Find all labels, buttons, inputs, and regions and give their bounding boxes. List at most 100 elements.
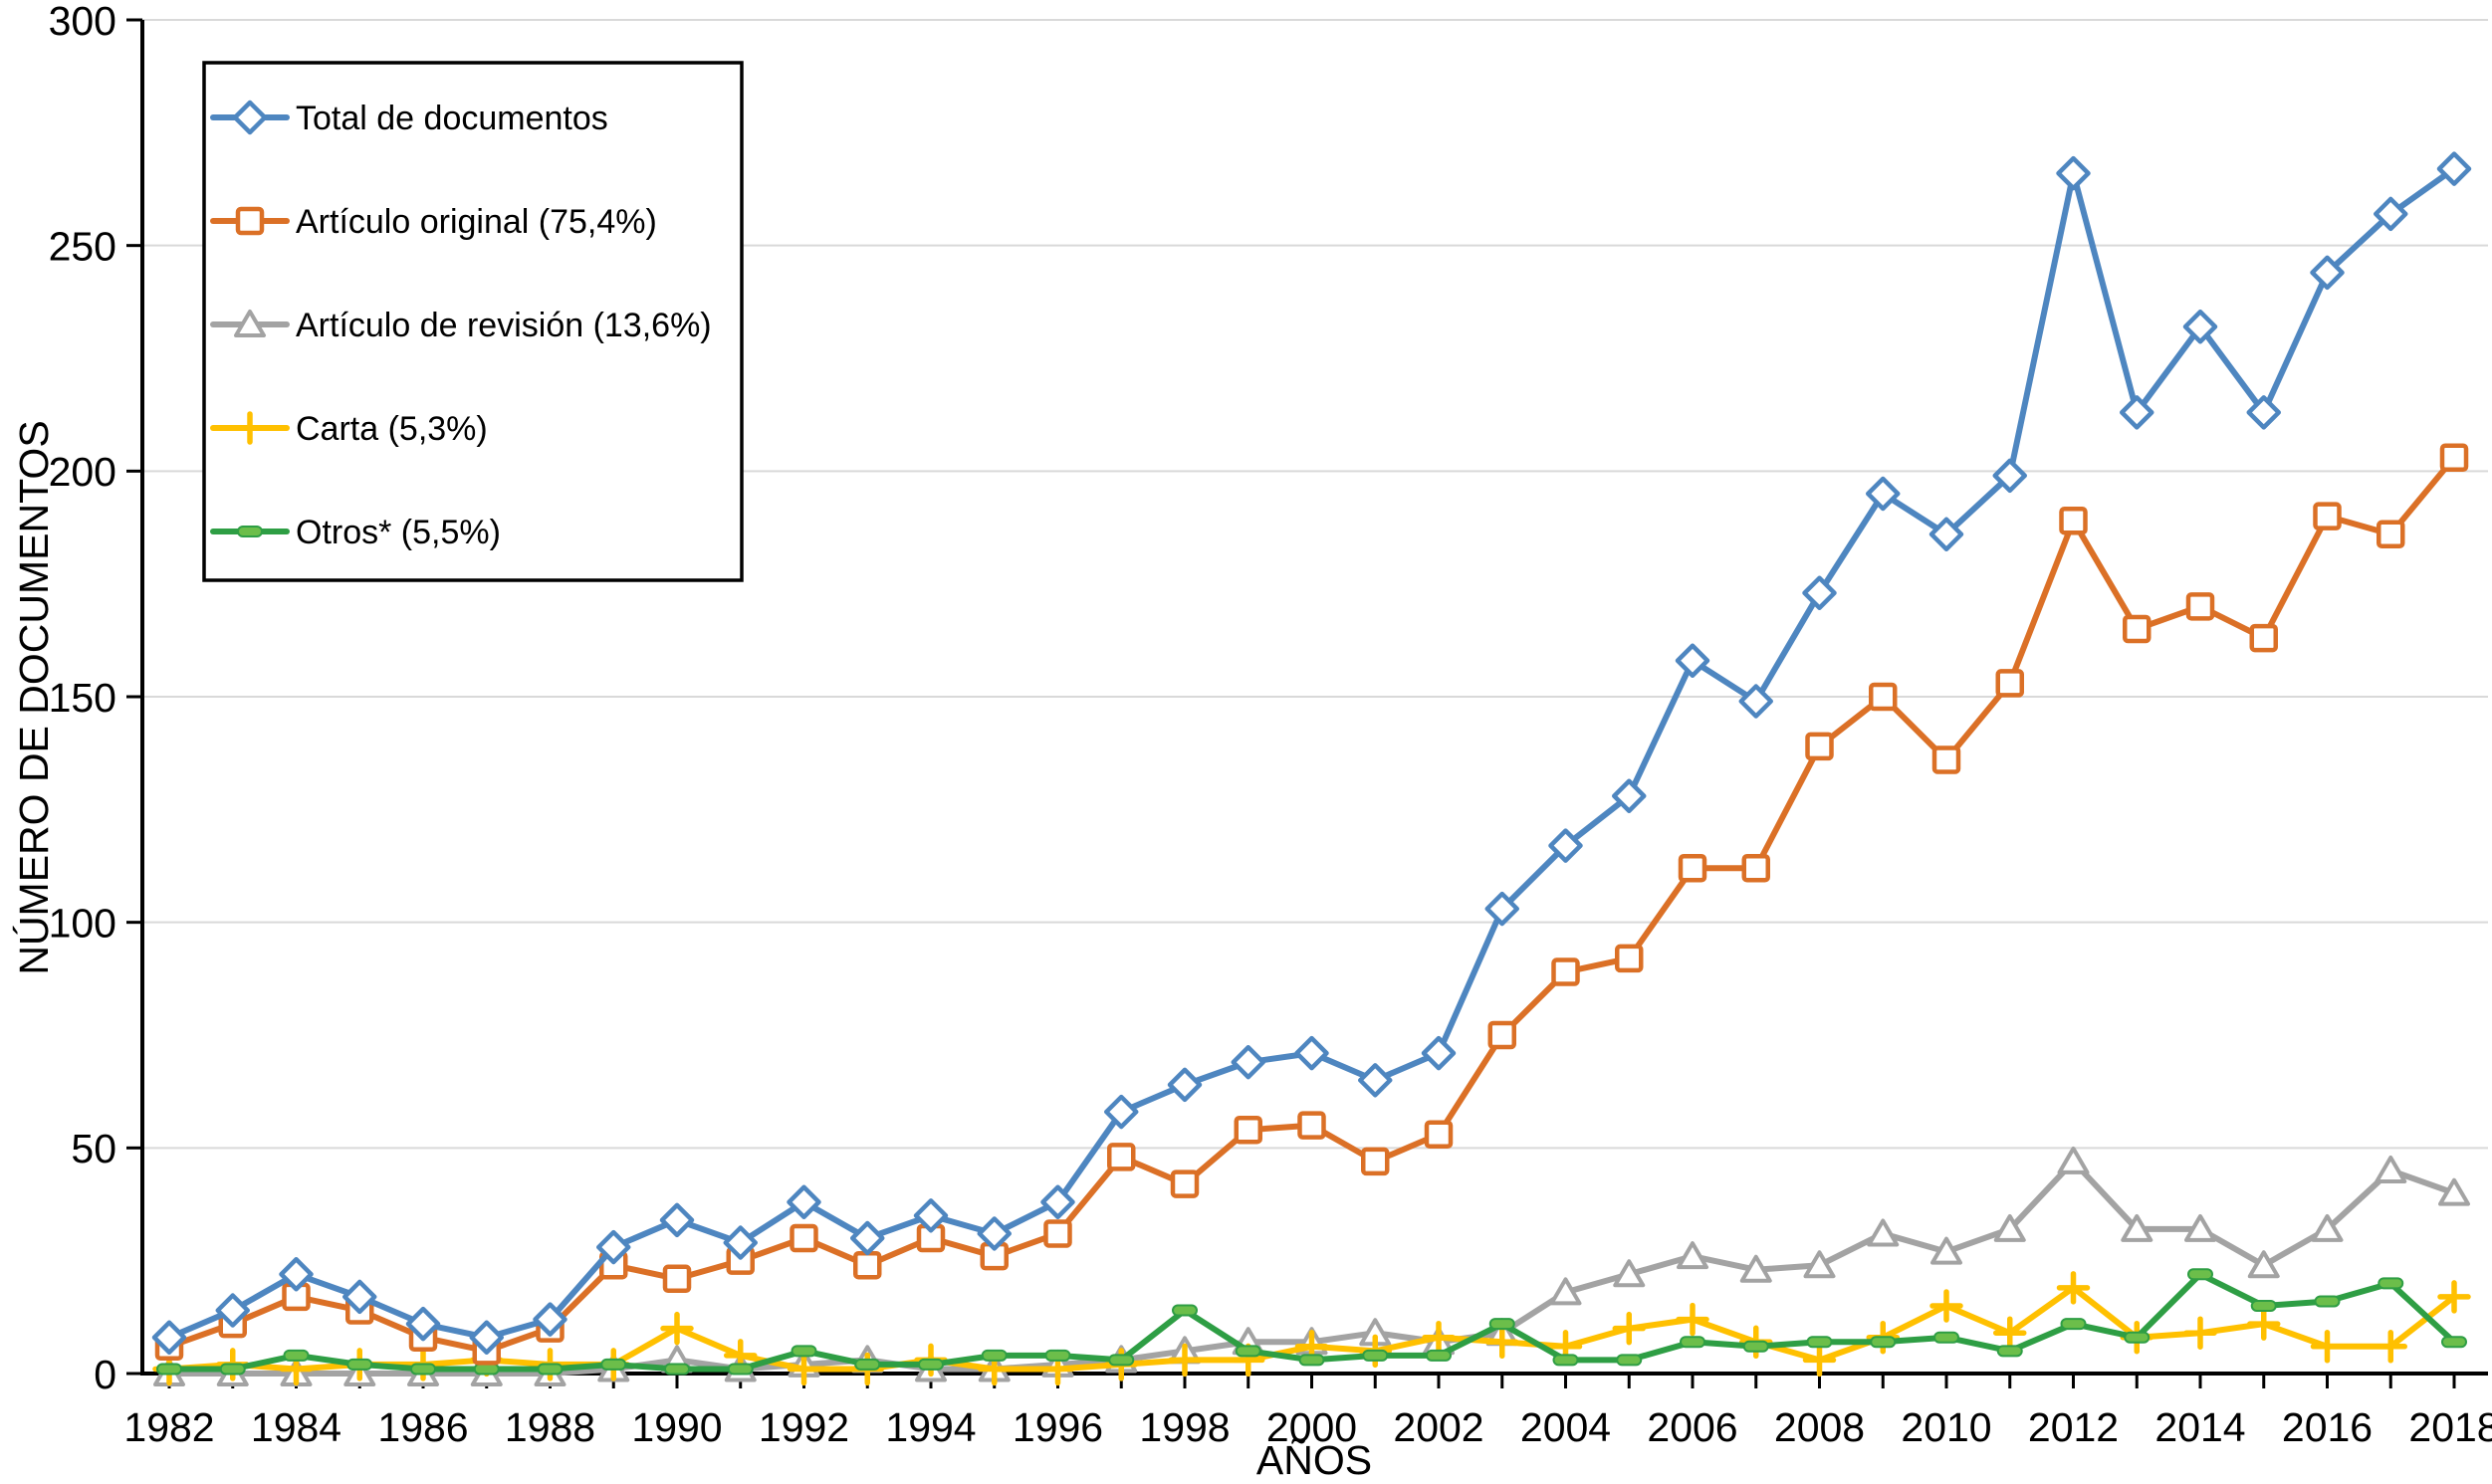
data-point-marker xyxy=(2438,1177,2470,1206)
data-point-marker xyxy=(1294,1035,1329,1071)
data-point-marker xyxy=(981,1349,1008,1362)
data-point-marker xyxy=(1358,1063,1393,1098)
x-tick-label: 2002 xyxy=(1393,1404,1483,1450)
data-point-marker xyxy=(977,1216,1012,1251)
data-point-marker xyxy=(405,1306,441,1342)
data-point-marker xyxy=(1738,684,1773,719)
data-series xyxy=(151,151,2472,1386)
data-point-marker xyxy=(1741,854,1770,883)
data-point-marker xyxy=(1043,1219,1072,1248)
data-point-marker xyxy=(2374,196,2408,232)
data-point-marker xyxy=(2246,395,2281,430)
x-tick-label: 1990 xyxy=(631,1404,722,1450)
y-tick-label: 0 xyxy=(94,1352,116,1397)
data-point-marker xyxy=(1931,745,1961,774)
legend-label: Artículo de revisión (13,6%) xyxy=(296,307,712,344)
series-otros-5-5 xyxy=(156,1268,2467,1376)
data-point-marker xyxy=(2183,1316,2217,1350)
data-point-marker xyxy=(854,1358,881,1371)
data-point-marker xyxy=(664,1363,690,1376)
data-point-marker xyxy=(1867,1218,1900,1247)
data-point-marker xyxy=(2247,1307,2281,1341)
data-point-marker xyxy=(1803,1250,1836,1279)
data-point-marker xyxy=(2436,151,2472,186)
data-point-marker xyxy=(727,1363,754,1376)
data-point-marker xyxy=(600,1358,627,1371)
data-point-marker xyxy=(1488,1318,1515,1331)
series-line xyxy=(166,454,2457,1355)
data-point-marker xyxy=(2310,255,2345,291)
data-point-marker xyxy=(233,411,267,445)
data-point-marker xyxy=(1426,1349,1452,1362)
x-tick-label: 1988 xyxy=(505,1404,595,1450)
data-point-marker xyxy=(1549,1277,1582,1306)
data-point-marker xyxy=(279,1257,314,1292)
data-point-marker xyxy=(1678,854,1707,883)
data-point-marker xyxy=(410,1363,436,1376)
data-point-marker xyxy=(853,1250,882,1280)
data-point-marker xyxy=(219,1363,246,1376)
data-point-marker xyxy=(1298,1354,1325,1367)
x-tick-label: 1986 xyxy=(377,1404,468,1450)
data-point-marker xyxy=(1167,1067,1203,1103)
data-point-marker xyxy=(1930,1236,1962,1265)
data-point-marker xyxy=(662,1264,692,1294)
data-point-marker xyxy=(1612,1311,1646,1346)
legend: Total de documentos Artículo original (75… xyxy=(202,61,744,582)
data-point-marker xyxy=(791,1345,817,1358)
data-point-marker xyxy=(850,1220,885,1256)
data-point-marker xyxy=(2056,1271,2091,1305)
y-tick-label: 250 xyxy=(49,223,116,269)
data-point-marker xyxy=(1552,1354,1579,1367)
data-point-marker xyxy=(1044,1349,1071,1362)
data-point-marker xyxy=(2437,1280,2471,1314)
data-point-marker xyxy=(1487,1020,1516,1050)
data-point-marker xyxy=(2184,1213,2216,1242)
data-point-marker xyxy=(1675,643,1710,678)
series-total-de-documentos xyxy=(151,151,2472,1355)
data-point-marker xyxy=(787,1184,821,1219)
data-point-marker xyxy=(1616,1354,1643,1367)
data-point-marker xyxy=(913,1198,949,1233)
data-point-marker xyxy=(1297,1111,1326,1140)
data-point-marker xyxy=(1805,732,1834,761)
data-point-marker xyxy=(2060,1318,2087,1331)
x-tick-label: 2004 xyxy=(1520,1404,1611,1450)
data-point-marker xyxy=(283,1349,310,1362)
y-tick-label: 50 xyxy=(71,1126,116,1171)
data-point-marker xyxy=(1870,1336,1897,1349)
data-point-marker xyxy=(660,1311,694,1346)
data-point-marker xyxy=(1551,957,1580,986)
data-point-marker xyxy=(596,1229,631,1265)
data-point-marker xyxy=(2247,1250,2280,1279)
data-point-marker xyxy=(1676,1302,1709,1337)
data-point-marker xyxy=(342,1279,377,1315)
data-point-marker xyxy=(2185,592,2215,621)
data-point-marker xyxy=(1995,669,2024,698)
x-tick-label: 1982 xyxy=(123,1404,214,1450)
data-point-marker xyxy=(2377,520,2405,549)
legend-item-total-de-documentos: Total de documentos xyxy=(210,100,608,137)
data-point-marker xyxy=(918,1358,944,1371)
data-point-marker xyxy=(1996,1345,2023,1358)
data-point-marker xyxy=(787,1352,821,1386)
data-point-marker xyxy=(1422,1320,1456,1355)
x-tick-label: 1996 xyxy=(1013,1404,1103,1450)
data-point-marker xyxy=(2187,1268,2213,1281)
data-point-marker xyxy=(533,1302,567,1337)
data-point-marker xyxy=(2310,1330,2345,1364)
data-point-marker xyxy=(1231,1044,1265,1080)
y-tick-label: 150 xyxy=(49,675,116,721)
data-point-marker xyxy=(2120,395,2154,430)
data-point-marker xyxy=(1677,1241,1708,1270)
y-tick-label: 200 xyxy=(49,449,116,495)
data-point-marker xyxy=(1168,1343,1202,1378)
legend-label: Total de documentos xyxy=(296,100,608,137)
data-point-marker xyxy=(1869,682,1898,712)
data-point-marker xyxy=(2123,614,2152,644)
data-point-marker xyxy=(2121,1213,2153,1242)
data-point-marker xyxy=(1802,575,1837,610)
x-tick-label: 2000 xyxy=(1266,1404,1357,1450)
data-point-marker xyxy=(537,1363,564,1376)
